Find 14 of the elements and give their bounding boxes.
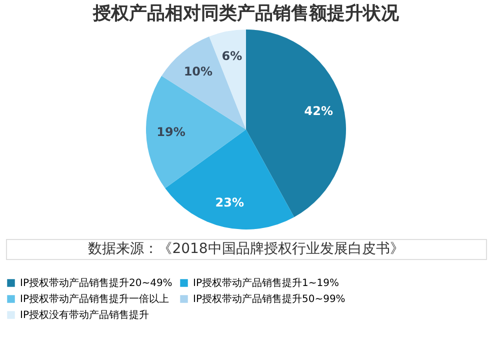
pie-slice (146, 76, 246, 188)
legend-label: IP授权带动产品销售提升1~19% (193, 277, 339, 289)
data-label: 6% (222, 48, 242, 63)
legend-label: IP授权带动产品销售提升一倍以上 (20, 293, 169, 305)
legend-label: IP授权带动产品销售提升20~49% (20, 277, 172, 289)
data-label: 19% (156, 124, 186, 139)
chart-title: 授权产品相对同类产品销售额提升状况 (92, 3, 400, 24)
data-label: 42% (304, 104, 334, 118)
legend-label: IP授权没有带动产品销售提升 (20, 309, 149, 321)
pie-slice (246, 30, 346, 218)
legend-label: IP授权带动产品销售提升50~99% (193, 293, 346, 305)
source-note: 数据来源：《2018中国品牌授权行业发展白皮书》 (88, 241, 404, 257)
data-label: 23% (215, 196, 244, 210)
data-label: 10% (184, 64, 213, 79)
